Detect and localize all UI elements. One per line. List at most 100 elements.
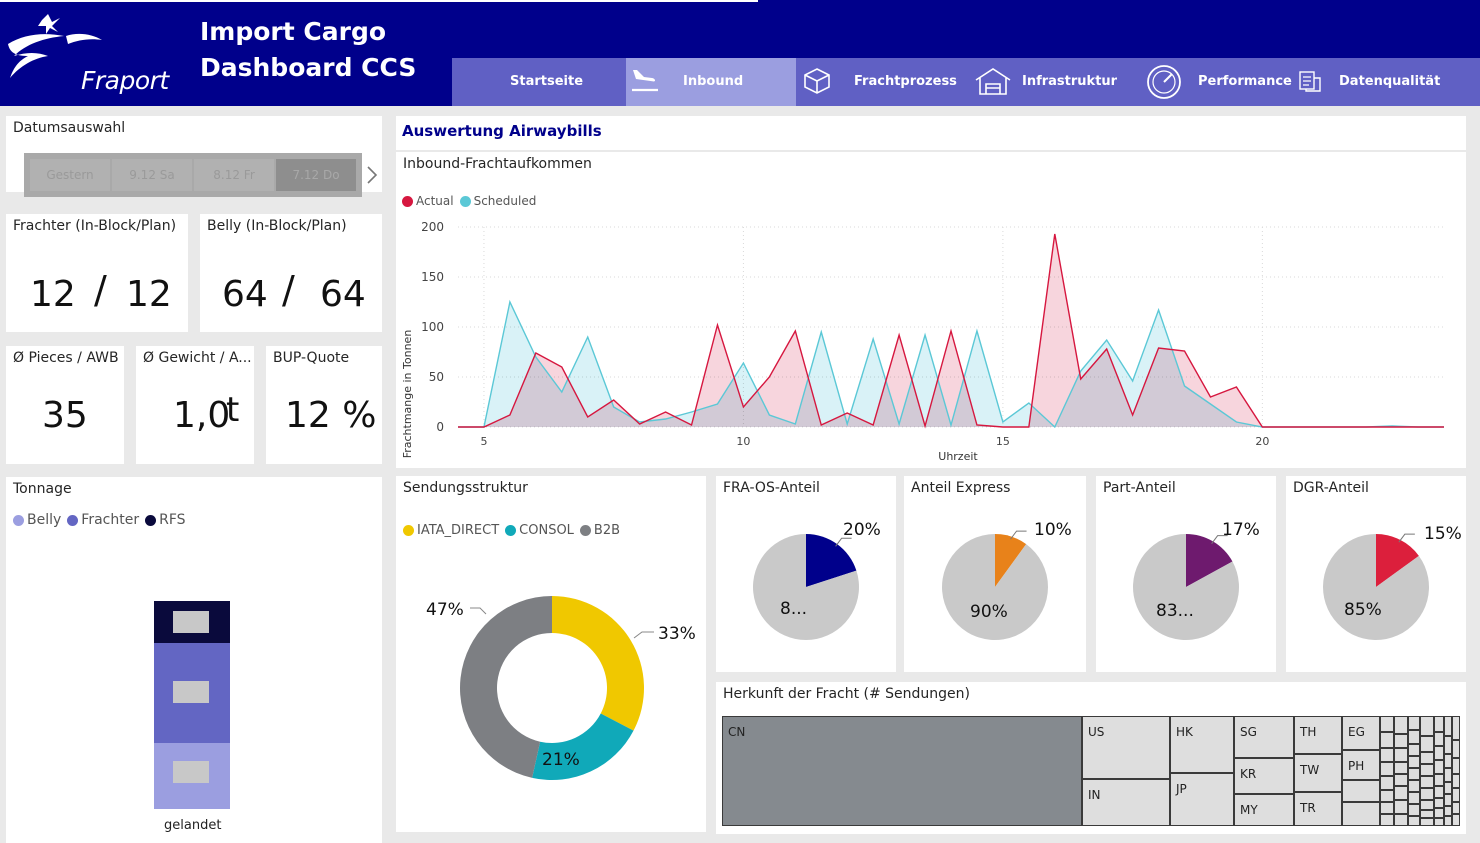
donut-slice-consol[interactable] xyxy=(532,713,634,780)
tab-inbound[interactable]: Inbound xyxy=(626,58,796,106)
treemap-cell-small[interactable] xyxy=(1452,802,1460,814)
tab-performance[interactable]: Performance xyxy=(1139,58,1326,106)
tab-startseite[interactable]: Startseite xyxy=(452,58,626,106)
stacked-bar-frachter[interactable] xyxy=(154,643,230,743)
treemap-cell-tw[interactable]: TW xyxy=(1294,754,1342,792)
treemap-cell-small[interactable] xyxy=(1444,768,1452,782)
treemap-cell-small[interactable] xyxy=(1434,818,1444,826)
pie-slice-rest[interactable] xyxy=(1133,534,1239,640)
pie-slice-rest[interactable] xyxy=(1323,534,1429,640)
treemap-cell-small[interactable] xyxy=(1342,802,1380,826)
treemap-cell-small[interactable] xyxy=(1408,716,1420,730)
treemap-cell-small[interactable] xyxy=(1434,760,1444,774)
stacked-bar-rfs[interactable] xyxy=(154,601,230,643)
treemap-cell-eg[interactable]: EG xyxy=(1342,716,1380,750)
treemap-cell-small[interactable] xyxy=(1380,732,1394,748)
treemap-cell-sg[interactable]: SG xyxy=(1234,716,1294,758)
treemap-cell-small[interactable] xyxy=(1394,716,1408,734)
legend-item-frachter[interactable]: Frachter xyxy=(67,512,139,528)
pie-slice-rest[interactable] xyxy=(753,534,859,640)
legend-item-consol[interactable]: CONSOL xyxy=(505,523,574,538)
treemap-cell-small[interactable] xyxy=(1380,802,1394,814)
pie-slice-share[interactable] xyxy=(806,534,857,587)
legend-item-b2b[interactable]: B2B xyxy=(579,523,620,538)
treemap-cell-small[interactable] xyxy=(1342,780,1380,802)
treemap-cell-small[interactable] xyxy=(1434,774,1444,786)
treemap-cell-small[interactable] xyxy=(1420,788,1434,800)
treemap-cell-small[interactable] xyxy=(1434,808,1444,818)
treemap-cell-small[interactable] xyxy=(1452,740,1460,758)
treemap-cell-small[interactable] xyxy=(1394,748,1408,762)
treemap-cell-small[interactable] xyxy=(1408,756,1420,768)
treemap-cell-small[interactable] xyxy=(1444,816,1452,826)
treemap-cell-small[interactable] xyxy=(1380,762,1394,776)
treemap-cell-small[interactable] xyxy=(1394,800,1408,814)
treemap-cell-small[interactable] xyxy=(1420,818,1434,826)
tab-datenqualitaet[interactable]: Datenqualität xyxy=(1326,58,1480,106)
treemap-cell-small[interactable] xyxy=(1444,736,1452,754)
stacked-bar-belly[interactable] xyxy=(154,743,230,809)
treemap-cell-my[interactable]: MY xyxy=(1234,794,1294,826)
treemap-cell-small[interactable] xyxy=(1452,788,1460,802)
treemap-cell-small[interactable] xyxy=(1434,716,1444,732)
treemap-cell-cn[interactable]: CN xyxy=(722,716,1082,826)
legend-item-iata-direct[interactable]: IATA_DIRECT xyxy=(403,523,499,538)
treemap-cell-tr[interactable]: TR xyxy=(1294,792,1342,826)
donut-slice-b2b[interactable] xyxy=(460,596,552,778)
chevron-right-icon[interactable] xyxy=(366,165,378,185)
pie-slice-share[interactable] xyxy=(995,534,1027,587)
treemap-cell-small[interactable] xyxy=(1380,716,1394,732)
treemap-cell-small[interactable] xyxy=(1444,794,1452,806)
treemap-cell-small[interactable] xyxy=(1420,752,1434,764)
legend-item-rfs[interactable]: RFS xyxy=(145,512,186,528)
date-option-selected[interactable]: 7.12 Do xyxy=(276,159,356,191)
series-line-actual[interactable] xyxy=(458,233,1444,429)
treemap-cell-small[interactable] xyxy=(1408,792,1420,804)
treemap-cell-small[interactable] xyxy=(1408,816,1420,826)
treemap-cell-small[interactable] xyxy=(1394,762,1408,774)
treemap-cell-small[interactable] xyxy=(1444,782,1452,794)
treemap-cell-small[interactable] xyxy=(1420,776,1434,788)
donut-slice-iata-direct[interactable] xyxy=(552,596,644,731)
treemap-cell-small[interactable] xyxy=(1444,806,1452,816)
treemap-cell-small[interactable] xyxy=(1452,814,1460,826)
treemap-cell-small[interactable] xyxy=(1380,790,1394,802)
tab-frachtprozess[interactable]: Frachtprozess xyxy=(796,58,972,106)
treemap-cell-small[interactable] xyxy=(1434,732,1444,746)
treemap-cell-small[interactable] xyxy=(1420,800,1434,810)
treemap-cell-small[interactable] xyxy=(1408,730,1420,744)
treemap-cell-small[interactable] xyxy=(1434,746,1444,760)
pie-slice-share[interactable] xyxy=(1376,534,1419,587)
treemap-cell-small[interactable] xyxy=(1434,798,1444,808)
treemap-cell-small[interactable] xyxy=(1408,780,1420,792)
treemap-cell-ph[interactable]: PH xyxy=(1342,750,1380,780)
date-option[interactable]: 9.12 Sa xyxy=(112,159,192,191)
treemap-cell-small[interactable] xyxy=(1394,786,1408,800)
pie-slice-share[interactable] xyxy=(1186,534,1233,587)
treemap-cell-small[interactable] xyxy=(1380,748,1394,762)
treemap-cell-small[interactable] xyxy=(1408,804,1420,816)
treemap-cell-small[interactable] xyxy=(1444,716,1452,736)
treemap-cell-small[interactable] xyxy=(1394,814,1408,826)
date-option[interactable]: Gestern xyxy=(30,159,110,191)
treemap-cell-small[interactable] xyxy=(1452,716,1460,740)
treemap-cell-small[interactable] xyxy=(1444,754,1452,768)
treemap-cell-us[interactable]: US xyxy=(1082,716,1170,779)
treemap-cell-small[interactable] xyxy=(1420,810,1434,818)
treemap-cell-small[interactable] xyxy=(1420,716,1434,736)
pie-slice-rest[interactable] xyxy=(942,534,1048,640)
treemap-cell-small[interactable] xyxy=(1380,776,1394,790)
treemap-cell-small[interactable] xyxy=(1452,758,1460,774)
treemap-cell-small[interactable] xyxy=(1452,774,1460,788)
legend-item-scheduled[interactable]: Scheduled xyxy=(459,194,536,208)
treemap-cell-small[interactable] xyxy=(1420,764,1434,776)
treemap-cell-hk[interactable]: HK xyxy=(1170,716,1234,773)
treemap-cell-small[interactable] xyxy=(1434,786,1444,798)
treemap-cell-in[interactable]: IN xyxy=(1082,779,1170,826)
treemap-cell-small[interactable] xyxy=(1394,734,1408,748)
treemap-cell-small[interactable] xyxy=(1394,774,1408,786)
legend-item-belly[interactable]: Belly xyxy=(13,512,61,528)
treemap-cell-kr[interactable]: KR xyxy=(1234,758,1294,794)
treemap-cell-small[interactable] xyxy=(1408,744,1420,756)
treemap-cell-small[interactable] xyxy=(1408,768,1420,780)
